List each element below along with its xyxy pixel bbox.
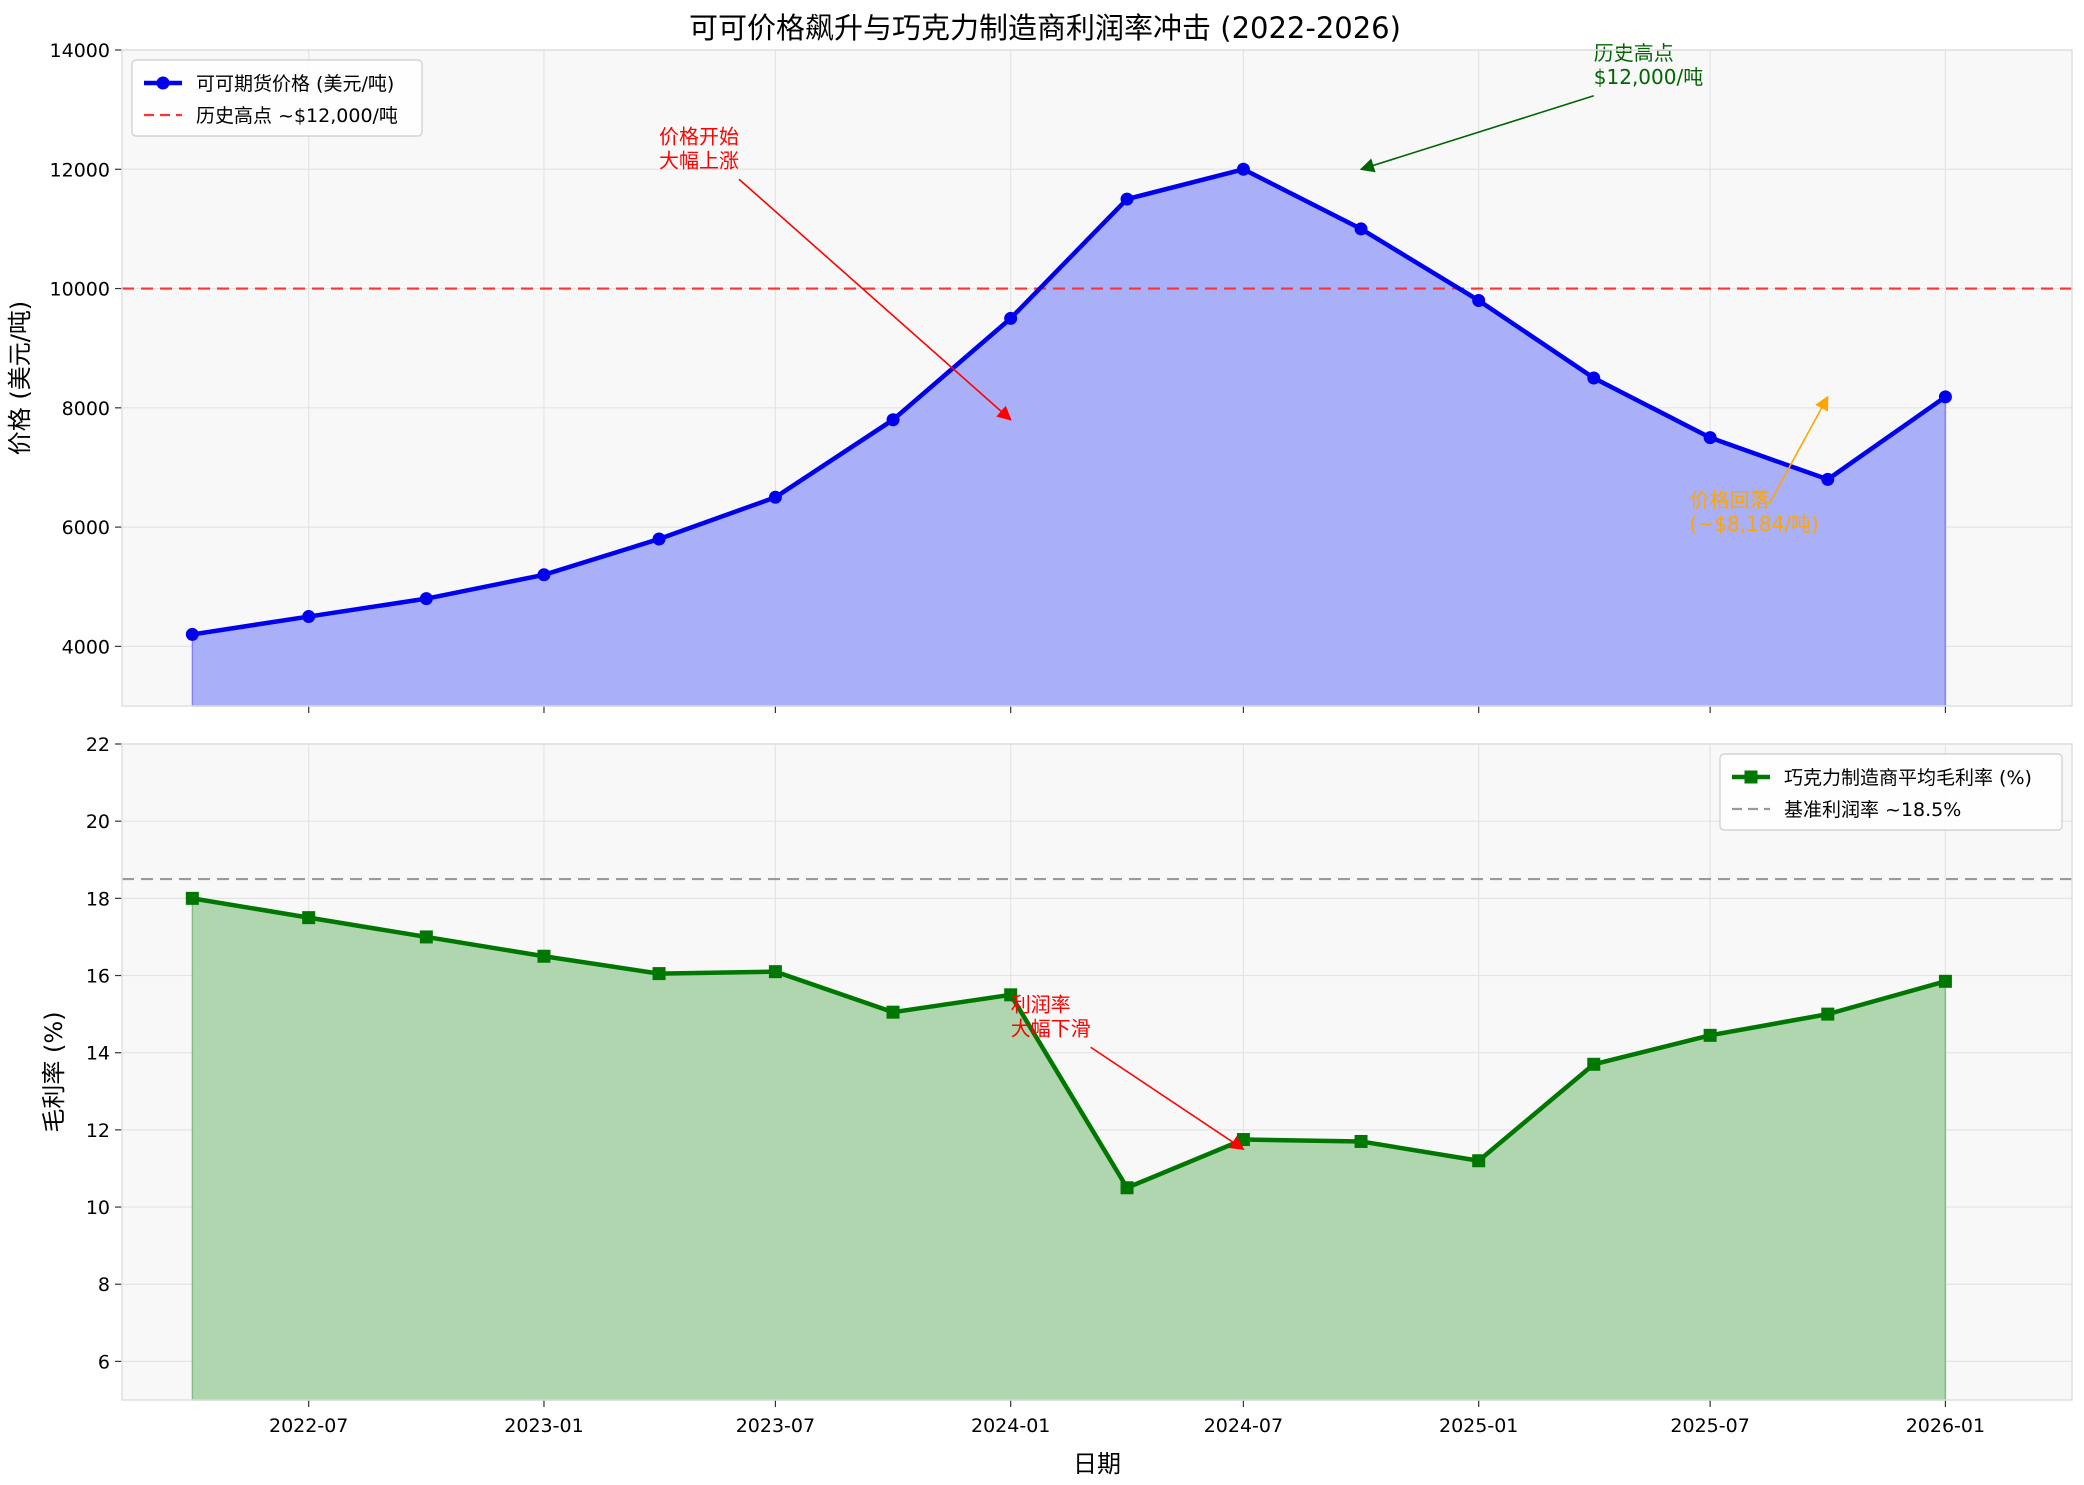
legend-label-series: 巧克力制造商平均毛利率 (%) <box>1784 767 2032 789</box>
annotation-line: 大幅下滑 <box>1011 1016 1091 1040</box>
annotation-line: 价格开始 <box>659 124 739 148</box>
data-point <box>886 1005 900 1019</box>
legend-label-reference: 基准利润率 ~18.5% <box>1784 799 1961 821</box>
data-point <box>1472 293 1486 307</box>
y-tick-label: 22 <box>86 734 110 756</box>
legend-marker <box>156 76 170 90</box>
x-tick-label: 2025-07 <box>1670 1415 1749 1437</box>
series-line <box>191 896 1947 1191</box>
data-point <box>419 930 433 944</box>
data-point <box>652 532 666 546</box>
x-tick-label: 2025-01 <box>1439 1415 1518 1437</box>
annotation-line: (~$8,184/吨) <box>1690 512 1819 536</box>
y-tick-label: 14000 <box>50 40 110 62</box>
legend: 巧克力制造商平均毛利率 (%) 基准利润率 ~18.5% <box>1719 753 2063 831</box>
y-tick-label: 20 <box>86 811 110 833</box>
data-point <box>302 610 316 624</box>
annotation-arrow <box>1359 95 1595 173</box>
legend-label-series: 可可期货价格 (美元/吨) <box>196 73 394 95</box>
data-point <box>1821 1007 1835 1021</box>
y-tick-label: 4000 <box>62 636 110 658</box>
plot-frame <box>121 49 2073 707</box>
data-point <box>768 965 782 979</box>
x-tick-label: 2023-01 <box>504 1415 583 1437</box>
data-point <box>1587 371 1601 385</box>
data-point <box>768 490 782 504</box>
plot-frame <box>121 743 2073 1401</box>
annotation-text: 利润率大幅下滑 <box>1011 992 1091 1040</box>
data-point <box>1236 1133 1250 1147</box>
y-tick-label: 14 <box>86 1043 110 1065</box>
data-point <box>537 949 551 963</box>
annotation-line: $12,000/吨 <box>1594 65 1703 89</box>
y-axis-title: 价格 (美元/吨) <box>6 301 34 455</box>
y-axis-title: 毛利率 (%) <box>40 1011 68 1132</box>
x-axis-title: 日期 <box>1073 1450 1121 1478</box>
y-tick-label: 16 <box>86 966 110 988</box>
data-point <box>1004 311 1018 325</box>
series-line <box>191 167 1947 637</box>
data-point <box>185 891 199 905</box>
annotation-text: 价格开始大幅上涨 <box>659 124 739 172</box>
annotation-line: 大幅上涨 <box>659 148 739 172</box>
y-tick-label: 18 <box>86 888 110 910</box>
y-tick-label: 10000 <box>50 279 110 301</box>
y-tick-label: 8000 <box>62 398 110 420</box>
annotation-text: 价格回落(~$8,184/吨) <box>1690 488 1819 536</box>
data-point <box>1821 472 1835 486</box>
x-tick-label: 2026-01 <box>1906 1415 1985 1437</box>
data-point <box>1354 1134 1368 1148</box>
legend-label-reference: 历史高点 ~$12,000/吨 <box>196 105 398 127</box>
annotation-arrow <box>1768 395 1829 504</box>
data-point <box>1004 988 1018 1002</box>
x-tick-label: 2022-07 <box>269 1415 348 1437</box>
data-point <box>185 627 199 641</box>
annotation-line: 价格回落 <box>1690 488 1770 512</box>
data-point <box>1236 162 1250 176</box>
data-point <box>419 592 433 606</box>
data-point <box>537 568 551 582</box>
y-tick-label: 12 <box>86 1120 110 1142</box>
data-point <box>1587 1057 1601 1071</box>
data-point <box>302 911 316 925</box>
data-point <box>1938 974 1952 988</box>
data-point <box>886 413 900 427</box>
data-point <box>1703 431 1717 445</box>
legend: 可可期货价格 (美元/吨) 历史高点 ~$12,000/吨 <box>131 59 423 137</box>
data-point <box>1120 1181 1134 1195</box>
annotation-text: 历史高点$12,000/吨 <box>1594 41 1703 89</box>
y-tick-label: 6 <box>98 1351 110 1373</box>
x-tick-label: 2023-07 <box>736 1415 815 1437</box>
legend-box <box>1719 753 2063 831</box>
data-point <box>1703 1028 1717 1042</box>
y-tick-label: 6000 <box>62 517 110 539</box>
price-panel: 4000 6000 8000 10000 12000 14000 价格 (美元/吨) 价格开始… <box>6 40 2073 713</box>
chart-title: 可可价格飙升与巧克力制造商利润率冲击 (2022-2026) <box>689 11 1401 45</box>
data-point <box>1120 192 1134 206</box>
data-point <box>1354 222 1368 236</box>
margin-panel: 6 8 10 12 14 16 18 20 22 2022-07 2023-01 2023-07 202… <box>40 734 2073 1478</box>
x-tick-label: 2024-01 <box>971 1415 1050 1437</box>
data-point <box>1472 1154 1486 1168</box>
legend-box <box>131 59 423 137</box>
legend-marker <box>1744 770 1758 784</box>
annotation-line: 利润率 <box>1011 992 1071 1016</box>
data-point <box>652 967 666 981</box>
annotation-line: 历史高点 <box>1594 41 1674 65</box>
annotation-arrow <box>1090 1046 1245 1150</box>
x-tick-label: 2024-07 <box>1204 1415 1283 1437</box>
y-tick-label: 10 <box>86 1197 110 1219</box>
y-tick-label: 12000 <box>50 159 110 181</box>
data-point <box>1938 390 1952 404</box>
annotation-arrow <box>738 178 1012 421</box>
y-tick-label: 8 <box>98 1274 110 1296</box>
